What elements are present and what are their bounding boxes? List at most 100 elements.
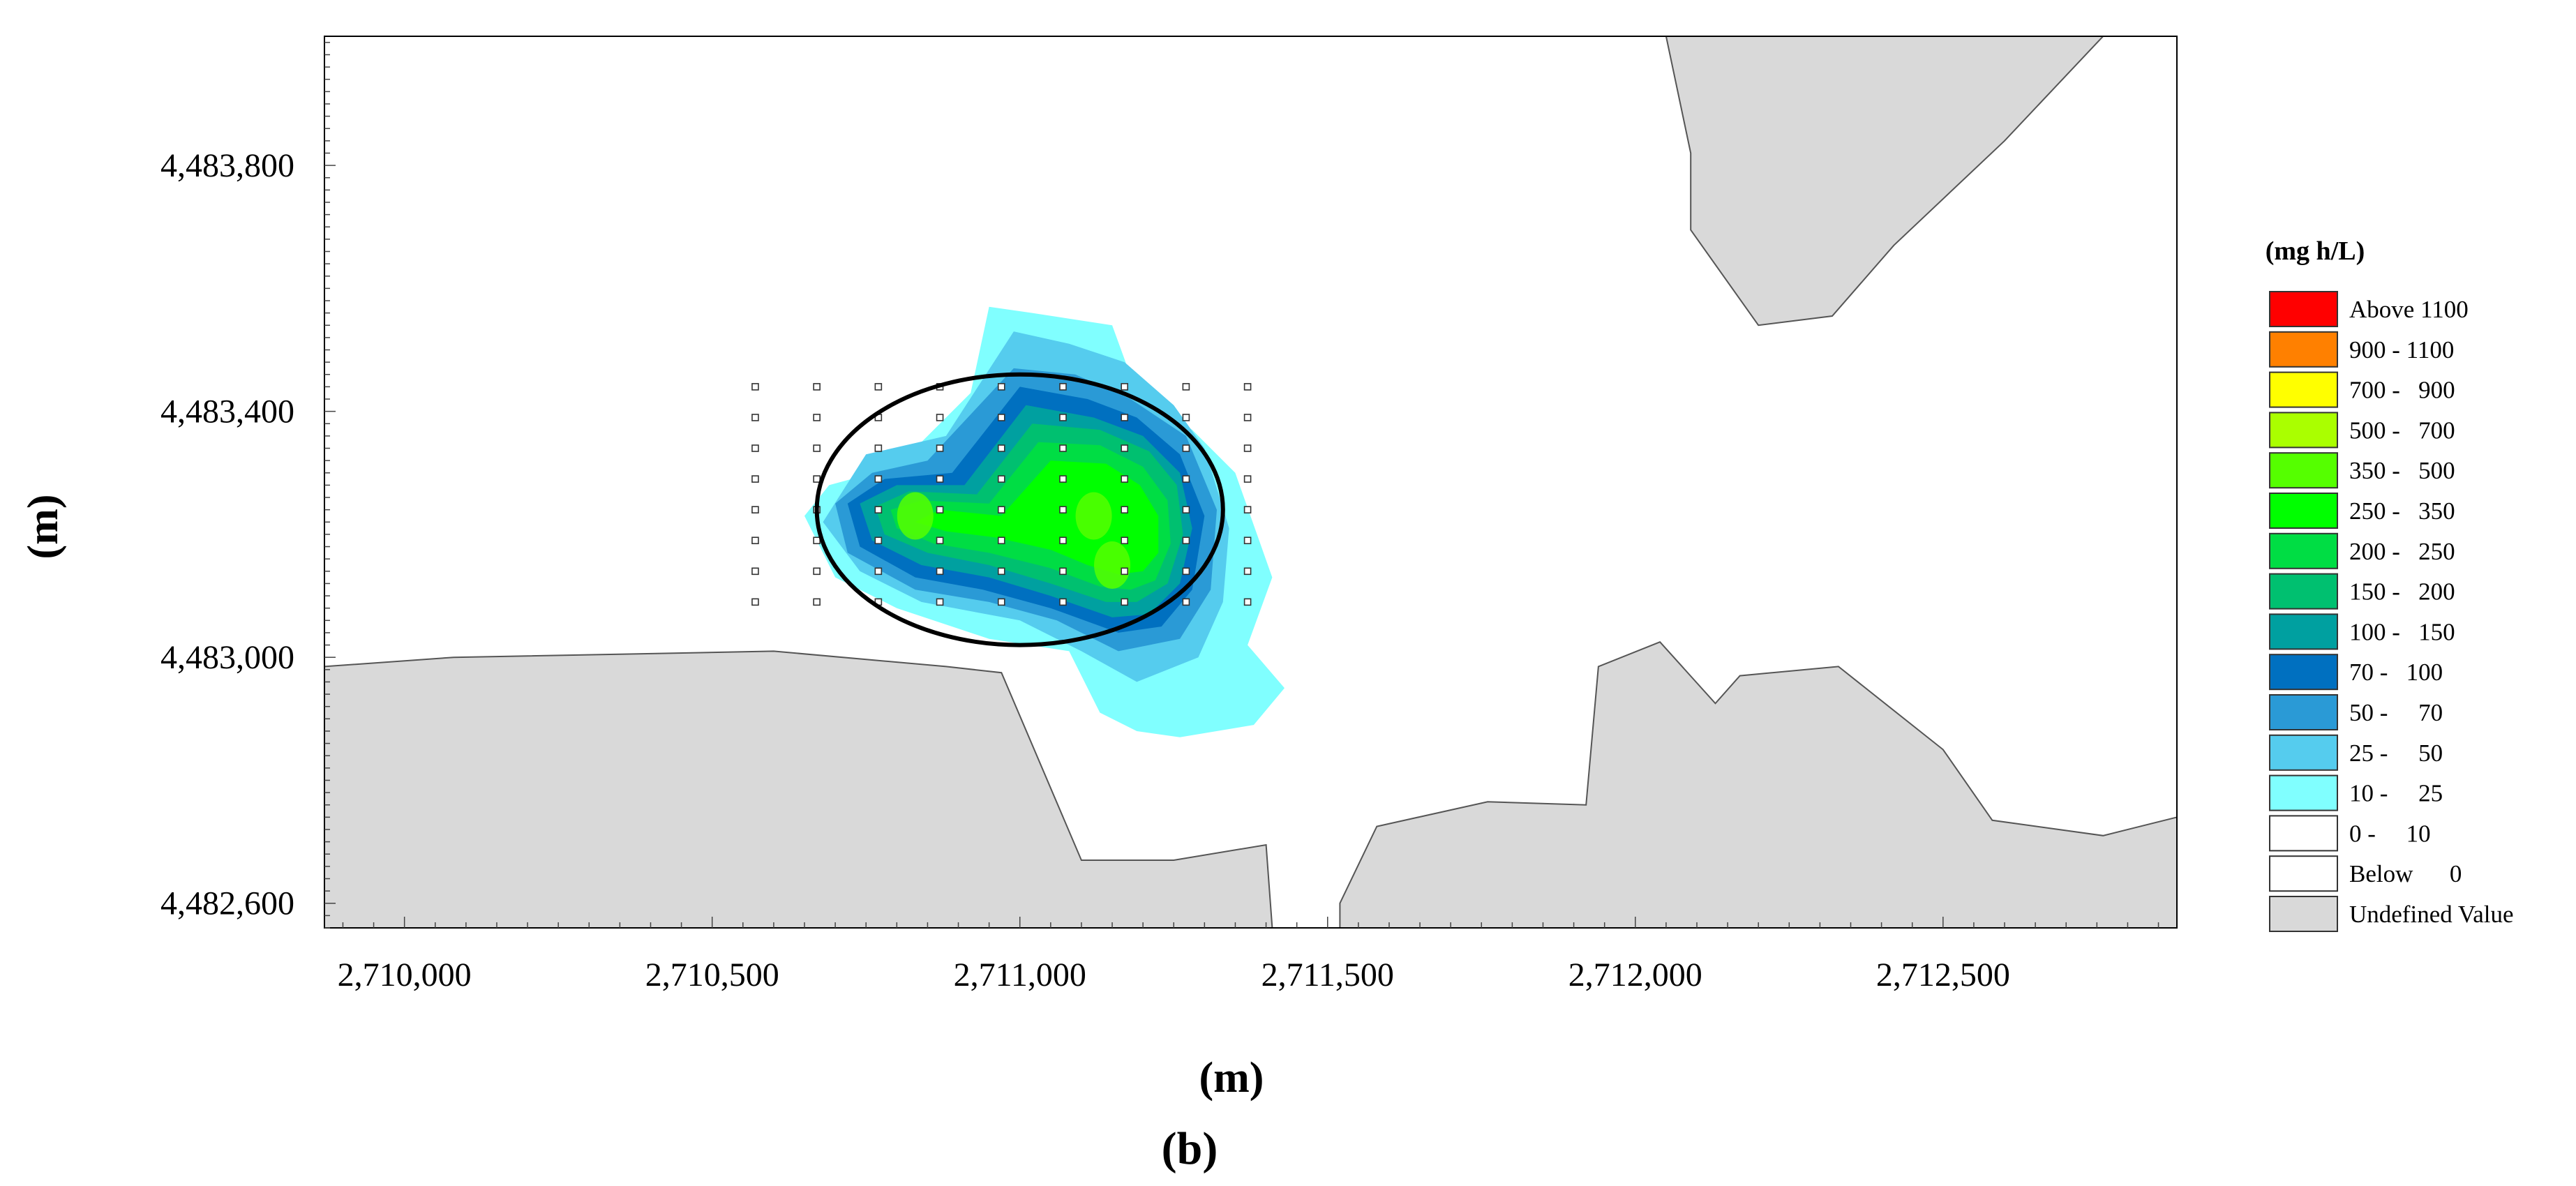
legend-label: 350 - 500 xyxy=(2349,457,2455,484)
receptor-point xyxy=(1121,444,1128,452)
legend-label: 70 - 100 xyxy=(2349,659,2443,686)
receptor-point xyxy=(997,475,1005,483)
plot-frame xyxy=(324,36,2178,929)
receptor-point xyxy=(997,567,1005,576)
legend-swatch xyxy=(2269,331,2338,368)
legend-swatch xyxy=(2269,291,2338,327)
receptor-point xyxy=(1121,506,1128,513)
legend-swatch xyxy=(2269,573,2338,610)
receptor-point xyxy=(1059,567,1067,576)
receptor-point xyxy=(874,536,883,545)
receptor-point xyxy=(813,536,821,545)
receptor-point xyxy=(1059,536,1067,545)
receptor-point xyxy=(1182,567,1190,576)
receptor-point xyxy=(751,567,759,576)
y-tick-label: 4,483,400 xyxy=(160,393,294,430)
receptor-point xyxy=(1182,475,1190,483)
receptor-point xyxy=(997,506,1005,513)
legend-swatch xyxy=(2269,654,2338,691)
receptor-point xyxy=(1121,475,1128,483)
legend-swatch xyxy=(2269,734,2338,771)
receptor-point xyxy=(997,383,1005,391)
receptor-point xyxy=(936,598,944,606)
receptor-point xyxy=(1059,383,1067,391)
x-tick-label: 2,712,000 xyxy=(1568,956,1702,993)
plot-area xyxy=(324,36,2177,928)
receptor-point xyxy=(751,383,759,391)
receptor-point xyxy=(1059,506,1067,513)
x-tick-label: 2,710,000 xyxy=(338,956,472,993)
receptor-point xyxy=(1182,506,1190,513)
legend-label: 250 - 350 xyxy=(2349,497,2455,525)
receptor-point xyxy=(1243,383,1252,391)
receptor-point xyxy=(1243,567,1252,576)
contour-250-350 xyxy=(915,460,1159,575)
legend-label: 50 - 70 xyxy=(2349,699,2443,726)
receptor-point xyxy=(874,567,883,576)
receptor-point xyxy=(936,414,944,421)
y-axis-title: (m) xyxy=(20,495,67,560)
highlight-ellipse xyxy=(814,372,1225,647)
receptor-point xyxy=(1059,475,1067,483)
legend-title: (mg h/L) xyxy=(2266,237,2365,266)
receptor-point xyxy=(936,536,944,545)
y-tick-label: 4,483,000 xyxy=(160,639,294,676)
legend-label: 10 - 25 xyxy=(2349,780,2443,807)
axis-ticks: 2,710,000 2,710,500 2,711,000 2,711,500 2,71… xyxy=(160,42,2159,993)
legend-swatch xyxy=(2269,493,2338,529)
legend-swatch xyxy=(2269,412,2338,449)
hotspot-3 xyxy=(1094,541,1131,589)
legend-swatch xyxy=(2269,774,2338,811)
receptor-point xyxy=(1121,598,1128,606)
receptor-point xyxy=(751,598,759,606)
legend-swatch xyxy=(2269,371,2338,408)
receptor-point xyxy=(751,414,759,421)
legend-label: 200 - 250 xyxy=(2349,538,2455,565)
y-tick-label: 4,482,600 xyxy=(160,885,294,922)
y-tick-label: 4,483,800 xyxy=(160,147,294,184)
receptor-point xyxy=(1182,444,1190,452)
legend-label: 500 - 700 xyxy=(2349,416,2455,444)
legend-label: 25 - 50 xyxy=(2349,740,2443,767)
receptor-point xyxy=(997,444,1005,452)
receptor-point xyxy=(1059,598,1067,606)
receptor-point xyxy=(1121,536,1128,545)
x-tick-label: 2,711,000 xyxy=(954,956,1086,993)
hotspot-1 xyxy=(897,492,934,540)
receptor-point xyxy=(751,506,759,513)
receptor-point xyxy=(813,383,821,391)
legend-label: Undefined Value xyxy=(2349,901,2514,928)
legend-label: 100 - 150 xyxy=(2349,618,2455,645)
undefined-region-1 xyxy=(324,650,1273,928)
legend-swatch xyxy=(2269,532,2338,569)
receptor-point xyxy=(1243,506,1252,513)
receptor-point xyxy=(936,567,944,576)
receptor-point xyxy=(813,444,821,452)
receptor-point xyxy=(1121,414,1128,421)
legend-label: 0 - 10 xyxy=(2349,820,2431,847)
undefined-region-2 xyxy=(1339,641,2177,928)
receptor-point xyxy=(874,475,883,483)
receptor-point xyxy=(1121,383,1128,391)
receptor-point xyxy=(813,567,821,576)
receptor-point xyxy=(1182,414,1190,421)
x-tick-label: 2,712,500 xyxy=(1876,956,2010,993)
undefined-region-3 xyxy=(1665,36,2104,326)
receptor-point xyxy=(874,383,883,391)
receptor-point xyxy=(1121,567,1128,576)
receptor-point xyxy=(874,444,883,452)
legend-label: 700 - 900 xyxy=(2349,377,2455,404)
receptor-point xyxy=(1243,414,1252,421)
legend-swatch xyxy=(2269,896,2338,932)
receptor-point xyxy=(936,475,944,483)
receptor-point xyxy=(1059,444,1067,452)
receptor-point xyxy=(1243,536,1252,545)
x-axis-title: (m) xyxy=(1199,1054,1264,1102)
panel-label: (b) xyxy=(1162,1123,1218,1174)
plot-content xyxy=(324,36,2177,928)
receptor-point xyxy=(997,598,1005,606)
receptor-point xyxy=(1243,475,1252,483)
legend-label: 900 - 1100 xyxy=(2349,336,2454,363)
receptor-point xyxy=(874,506,883,513)
receptor-point xyxy=(751,475,759,483)
